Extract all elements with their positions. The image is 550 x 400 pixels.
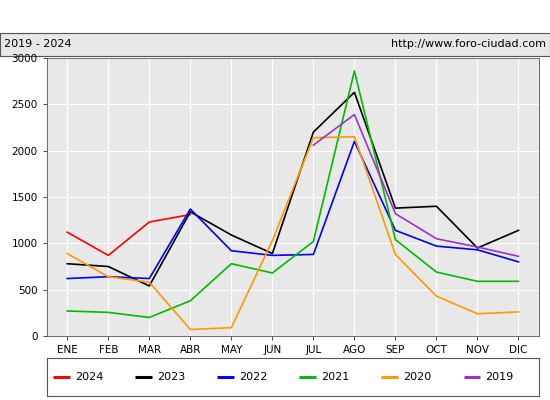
Text: http://www.foro-ciudad.com: http://www.foro-ciudad.com [390,39,546,49]
Text: 2019: 2019 [485,372,513,382]
Text: Evolucion Nº Turistas Nacionales en el municipio de Lobios: Evolucion Nº Turistas Nacionales en el m… [80,10,470,23]
Text: 2024: 2024 [75,372,103,382]
Text: 2022: 2022 [239,372,267,382]
Text: 2021: 2021 [321,372,349,382]
Text: 2019 - 2024: 2019 - 2024 [4,39,72,49]
Text: 2023: 2023 [157,372,185,382]
Text: 2020: 2020 [403,372,431,382]
